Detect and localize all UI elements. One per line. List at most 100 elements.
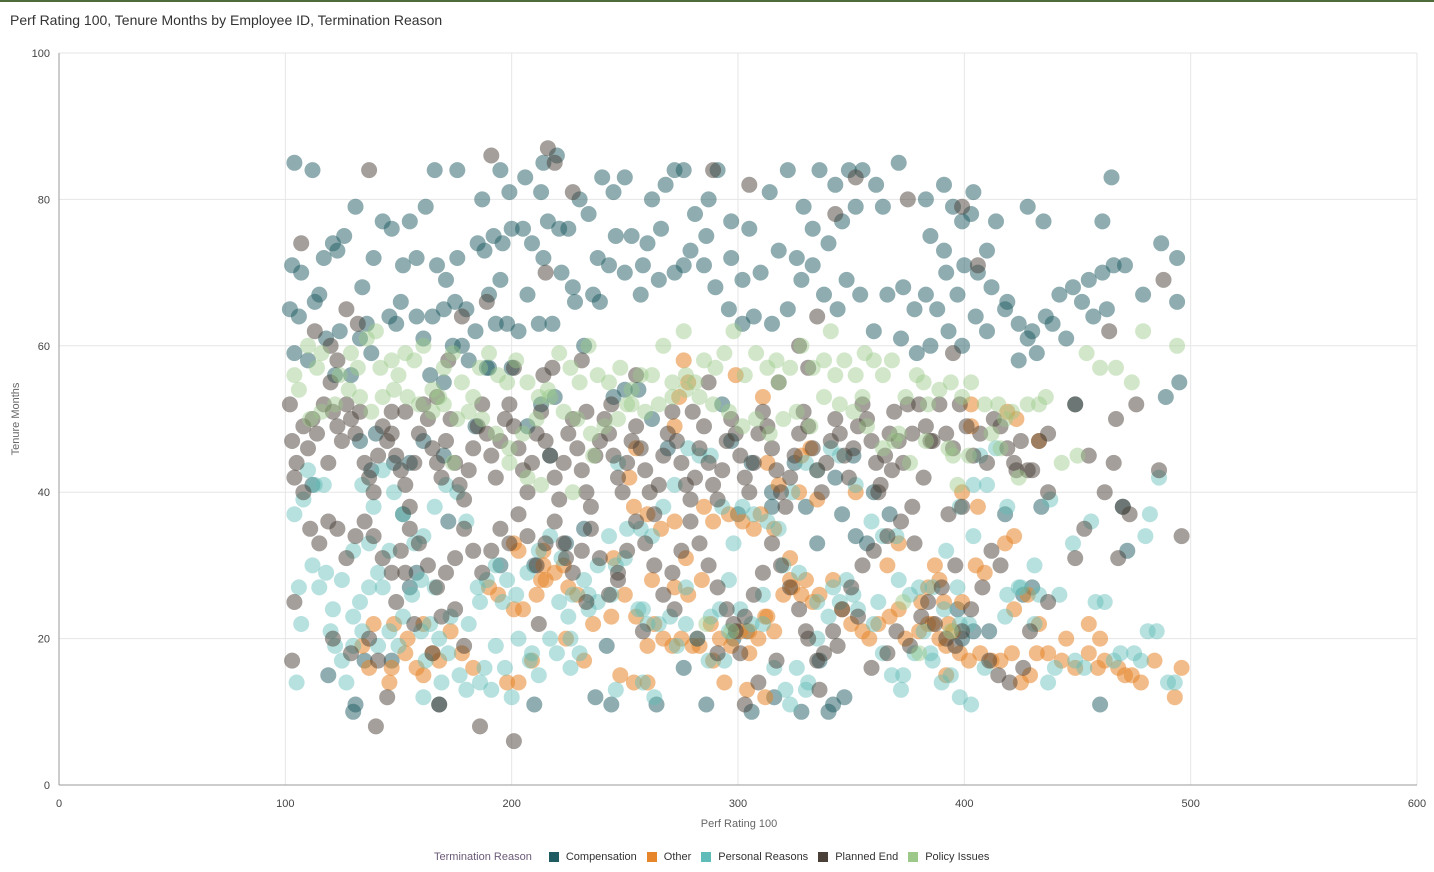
data-point[interactable]: [777, 681, 794, 698]
data-point[interactable]: [551, 491, 568, 508]
data-point[interactable]: [680, 440, 697, 457]
data-point[interactable]: [388, 594, 405, 610]
data-point[interactable]: [847, 169, 864, 186]
data-point[interactable]: [612, 667, 629, 684]
data-point[interactable]: [698, 616, 715, 632]
data-point[interactable]: [465, 542, 482, 559]
data-point[interactable]: [429, 257, 445, 274]
data-point[interactable]: [309, 425, 325, 442]
data-point[interactable]: [646, 616, 663, 632]
data-point[interactable]: [666, 476, 683, 493]
data-point[interactable]: [1040, 425, 1057, 442]
data-point[interactable]: [530, 389, 547, 405]
data-point[interactable]: [304, 557, 321, 574]
data-point[interactable]: [315, 476, 332, 493]
data-point[interactable]: [354, 279, 371, 296]
data-point[interactable]: [890, 572, 907, 588]
data-point[interactable]: [591, 550, 608, 567]
data-point[interactable]: [605, 447, 622, 464]
data-point[interactable]: [766, 520, 783, 537]
data-point[interactable]: [773, 484, 789, 501]
data-point[interactable]: [684, 403, 701, 420]
data-point[interactable]: [949, 286, 966, 303]
data-point[interactable]: [621, 469, 638, 486]
data-point[interactable]: [890, 535, 907, 552]
data-point[interactable]: [816, 352, 832, 369]
data-point[interactable]: [954, 389, 971, 405]
data-point[interactable]: [553, 264, 570, 281]
data-point[interactable]: [476, 242, 493, 259]
data-point[interactable]: [664, 637, 681, 654]
data-point[interactable]: [682, 242, 699, 259]
data-point[interactable]: [852, 286, 869, 303]
data-point[interactable]: [447, 550, 464, 567]
data-point[interactable]: [840, 469, 857, 486]
data-point[interactable]: [1046, 659, 1063, 676]
data-point[interactable]: [720, 506, 737, 523]
data-point[interactable]: [988, 440, 1004, 457]
data-point[interactable]: [664, 374, 681, 391]
data-point[interactable]: [764, 440, 780, 457]
data-point[interactable]: [945, 447, 961, 464]
data-point[interactable]: [883, 352, 900, 369]
data-point[interactable]: [1085, 308, 1102, 325]
data-point[interactable]: [926, 616, 943, 632]
data-point[interactable]: [904, 498, 921, 515]
data-point[interactable]: [1051, 586, 1068, 603]
data-point[interactable]: [591, 293, 608, 310]
data-point[interactable]: [481, 359, 497, 376]
data-point[interactable]: [936, 601, 952, 618]
data-point[interactable]: [419, 411, 436, 427]
data-point[interactable]: [850, 608, 866, 625]
data-point[interactable]: [605, 550, 622, 567]
data-point[interactable]: [664, 403, 681, 420]
data-point[interactable]: [558, 550, 574, 567]
data-point[interactable]: [969, 498, 986, 515]
data-point[interactable]: [300, 337, 316, 354]
data-point[interactable]: [931, 396, 948, 413]
data-point[interactable]: [1051, 286, 1068, 303]
data-point[interactable]: [388, 447, 405, 464]
data-point[interactable]: [349, 315, 366, 332]
data-point[interactable]: [476, 659, 493, 676]
data-point[interactable]: [483, 542, 500, 559]
data-point[interactable]: [363, 403, 380, 420]
data-point[interactable]: [424, 403, 441, 420]
data-point[interactable]: [524, 235, 540, 252]
data-point[interactable]: [702, 616, 719, 632]
data-point[interactable]: [811, 681, 828, 698]
data-point[interactable]: [338, 550, 355, 567]
data-point[interactable]: [820, 235, 837, 252]
data-point[interactable]: [440, 513, 457, 530]
data-point[interactable]: [716, 345, 733, 362]
data-point[interactable]: [933, 579, 950, 596]
data-point[interactable]: [1067, 550, 1084, 567]
data-point[interactable]: [838, 271, 855, 288]
data-point[interactable]: [1010, 579, 1027, 596]
data-point[interactable]: [1080, 271, 1097, 288]
data-point[interactable]: [938, 425, 955, 442]
data-point[interactable]: [791, 564, 808, 581]
data-point[interactable]: [915, 374, 932, 391]
data-point[interactable]: [499, 315, 516, 332]
data-point[interactable]: [802, 418, 819, 435]
data-point[interactable]: [1135, 323, 1152, 340]
data-point[interactable]: [399, 630, 416, 647]
data-point[interactable]: [657, 176, 674, 193]
data-point[interactable]: [562, 630, 579, 647]
data-point[interactable]: [358, 330, 375, 347]
data-point[interactable]: [340, 381, 357, 398]
data-point[interactable]: [1171, 374, 1188, 391]
data-point[interactable]: [1094, 213, 1111, 230]
data-point[interactable]: [680, 374, 697, 391]
data-point[interactable]: [963, 396, 980, 413]
data-point[interactable]: [397, 564, 414, 581]
data-point[interactable]: [1035, 213, 1052, 230]
data-point[interactable]: [564, 184, 581, 201]
data-point[interactable]: [804, 359, 821, 376]
data-point[interactable]: [650, 396, 667, 413]
data-point[interactable]: [483, 147, 500, 164]
data-point[interactable]: [917, 418, 934, 435]
data-point[interactable]: [915, 623, 932, 640]
data-point[interactable]: [1058, 330, 1075, 347]
